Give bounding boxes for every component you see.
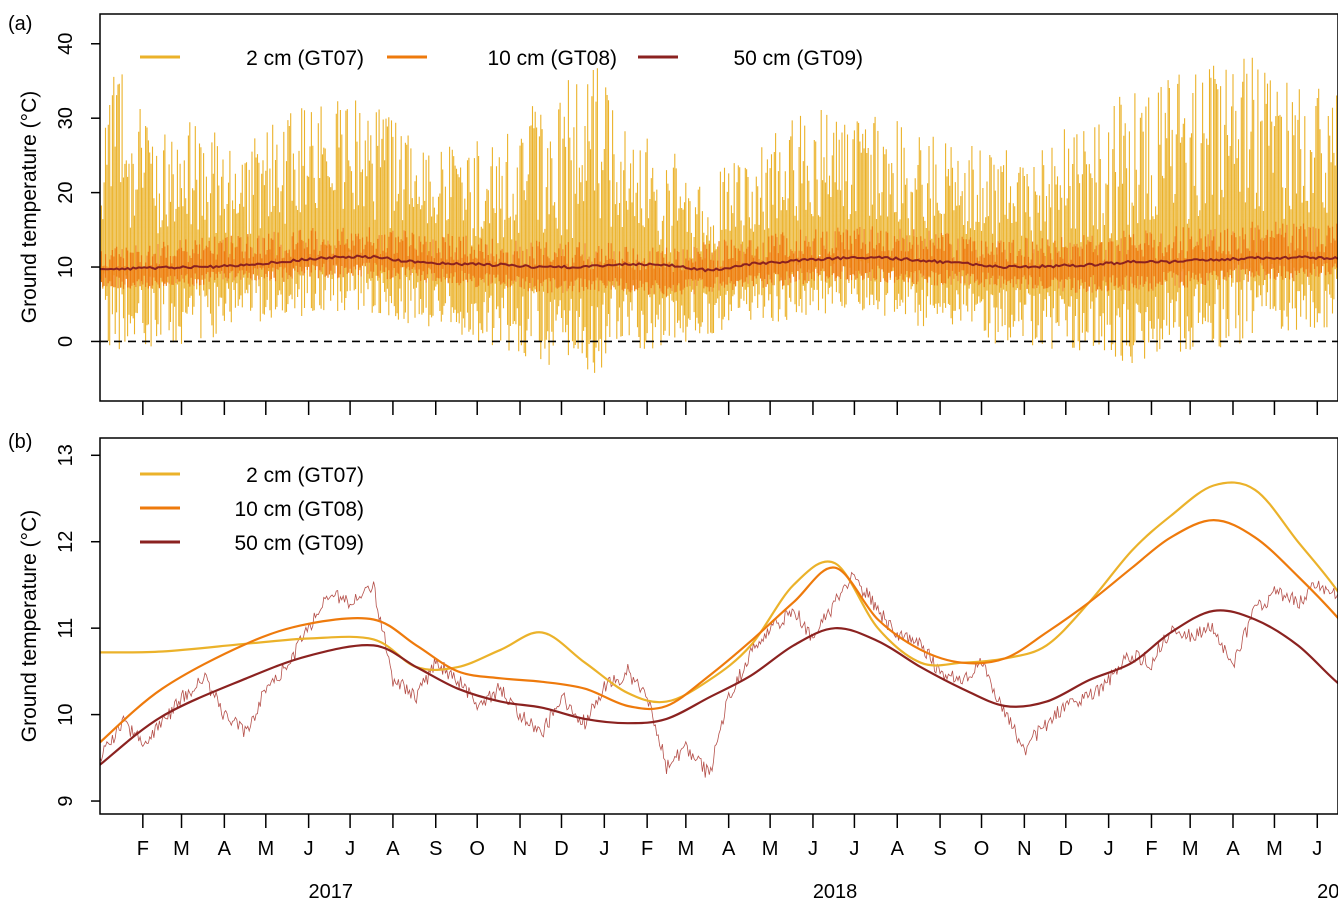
- series-a-gt07: [100, 57, 1338, 373]
- month-label: J: [1104, 838, 1114, 860]
- month-label: J: [304, 838, 314, 860]
- panel-a-frame: [99, 13, 1338, 402]
- month-label: A: [1226, 838, 1240, 860]
- b-ytick-label: 9: [55, 795, 77, 806]
- panel-b-frame: [99, 437, 1338, 815]
- series-b-gt09: [100, 609, 1338, 766]
- series-a-gt08-trace: [100, 221, 1338, 297]
- month-label: O: [469, 838, 485, 860]
- panel-b: 9 10 11 12 13 Ground temperature (°C) 2 cm (…: [18, 437, 1338, 828]
- panel-b-x-ticks: [142, 814, 1319, 828]
- month-label: J: [345, 838, 355, 860]
- series-b-gt09-raw: [100, 571, 1338, 778]
- a-ytick-label: 30: [55, 107, 77, 129]
- month-label: A: [722, 838, 736, 860]
- a-ytick-label: 0: [55, 336, 77, 347]
- month-label: M: [762, 838, 779, 860]
- b-ytick-label: 13: [55, 444, 77, 466]
- month-label: N: [513, 838, 527, 860]
- panel-a-series: [100, 57, 1338, 373]
- legend-b-label-gt07: 2 cm (GT07): [246, 464, 364, 487]
- panel-a: 0 10 20 30 40 Ground temperature (°C) 2 cm (…: [18, 13, 1338, 415]
- month-label: M: [678, 838, 695, 860]
- series-a-gt08: [100, 221, 1338, 297]
- month-label: S: [429, 838, 442, 860]
- panel-a-x-ticks: [142, 401, 1319, 415]
- panel-a-y-axis: 0 10 20 30 40: [55, 33, 100, 347]
- a-ytick-label: 40: [55, 33, 77, 55]
- month-label: J: [808, 838, 818, 860]
- month-label: M: [173, 838, 190, 860]
- month-label: A: [386, 838, 400, 860]
- month-label: J: [849, 838, 859, 860]
- panel-b-label: (b): [8, 431, 32, 453]
- panel-b-series: [100, 481, 1338, 778]
- legend-b-label-gt09: 50 cm (GT09): [234, 532, 364, 555]
- panel-b-legend: 2 cm (GT07) 10 cm (GT08) 50 cm (GT09): [140, 464, 364, 555]
- month-label: O: [974, 838, 990, 860]
- year-labels: 2017 2018 2019: [308, 881, 1338, 903]
- b-ytick-label: 11: [55, 618, 77, 639]
- month-label: A: [218, 838, 232, 860]
- year-label: 2019: [1317, 881, 1338, 903]
- b-ytick-label: 12: [55, 531, 77, 553]
- series-a-gt09: [100, 254, 1338, 273]
- a-ytick-label: 20: [55, 181, 77, 203]
- series-b-gt08: [100, 518, 1338, 744]
- legend-b-label-gt08: 10 cm (GT08): [234, 498, 364, 521]
- month-label: J: [1312, 838, 1322, 860]
- month-label: M: [1182, 838, 1199, 860]
- month-label: D: [1059, 838, 1073, 860]
- month-label: D: [554, 838, 568, 860]
- month-label: F: [641, 838, 653, 860]
- legend-a-label-gt09: 50 cm (GT09): [733, 47, 863, 70]
- panel-b-y-axis-label: Ground temperature (°C): [18, 510, 41, 743]
- b-ytick-label: 10: [55, 703, 77, 725]
- month-label: A: [891, 838, 905, 860]
- panel-a-y-axis-label: Ground temperature (°C): [18, 91, 41, 324]
- year-label: 2018: [813, 881, 858, 903]
- month-label: M: [1266, 838, 1283, 860]
- month-label: M: [257, 838, 274, 860]
- year-label: 2017: [308, 881, 353, 903]
- month-label: N: [1017, 838, 1031, 860]
- a-ytick-label: 10: [55, 256, 77, 278]
- panel-a-label: (a): [8, 13, 32, 35]
- panel-a-legend: 2 cm (GT07) 10 cm (GT08) 50 cm (GT09): [140, 47, 863, 70]
- series-b-gt07: [100, 481, 1338, 704]
- legend-a-label-gt07: 2 cm (GT07): [246, 47, 364, 70]
- month-label: J: [599, 838, 609, 860]
- series-a-gt07-trace: [100, 57, 1338, 373]
- month-label: F: [1145, 838, 1157, 860]
- month-label: S: [933, 838, 946, 860]
- month-label: F: [137, 838, 149, 860]
- legend-a-label-gt08: 10 cm (GT08): [487, 47, 617, 70]
- panel-b-y-axis: 9 10 11 12 13: [55, 444, 100, 807]
